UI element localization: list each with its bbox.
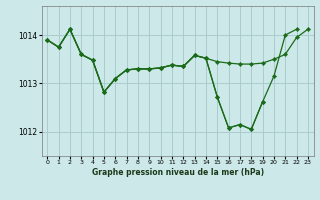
X-axis label: Graphe pression niveau de la mer (hPa): Graphe pression niveau de la mer (hPa) [92, 168, 264, 177]
